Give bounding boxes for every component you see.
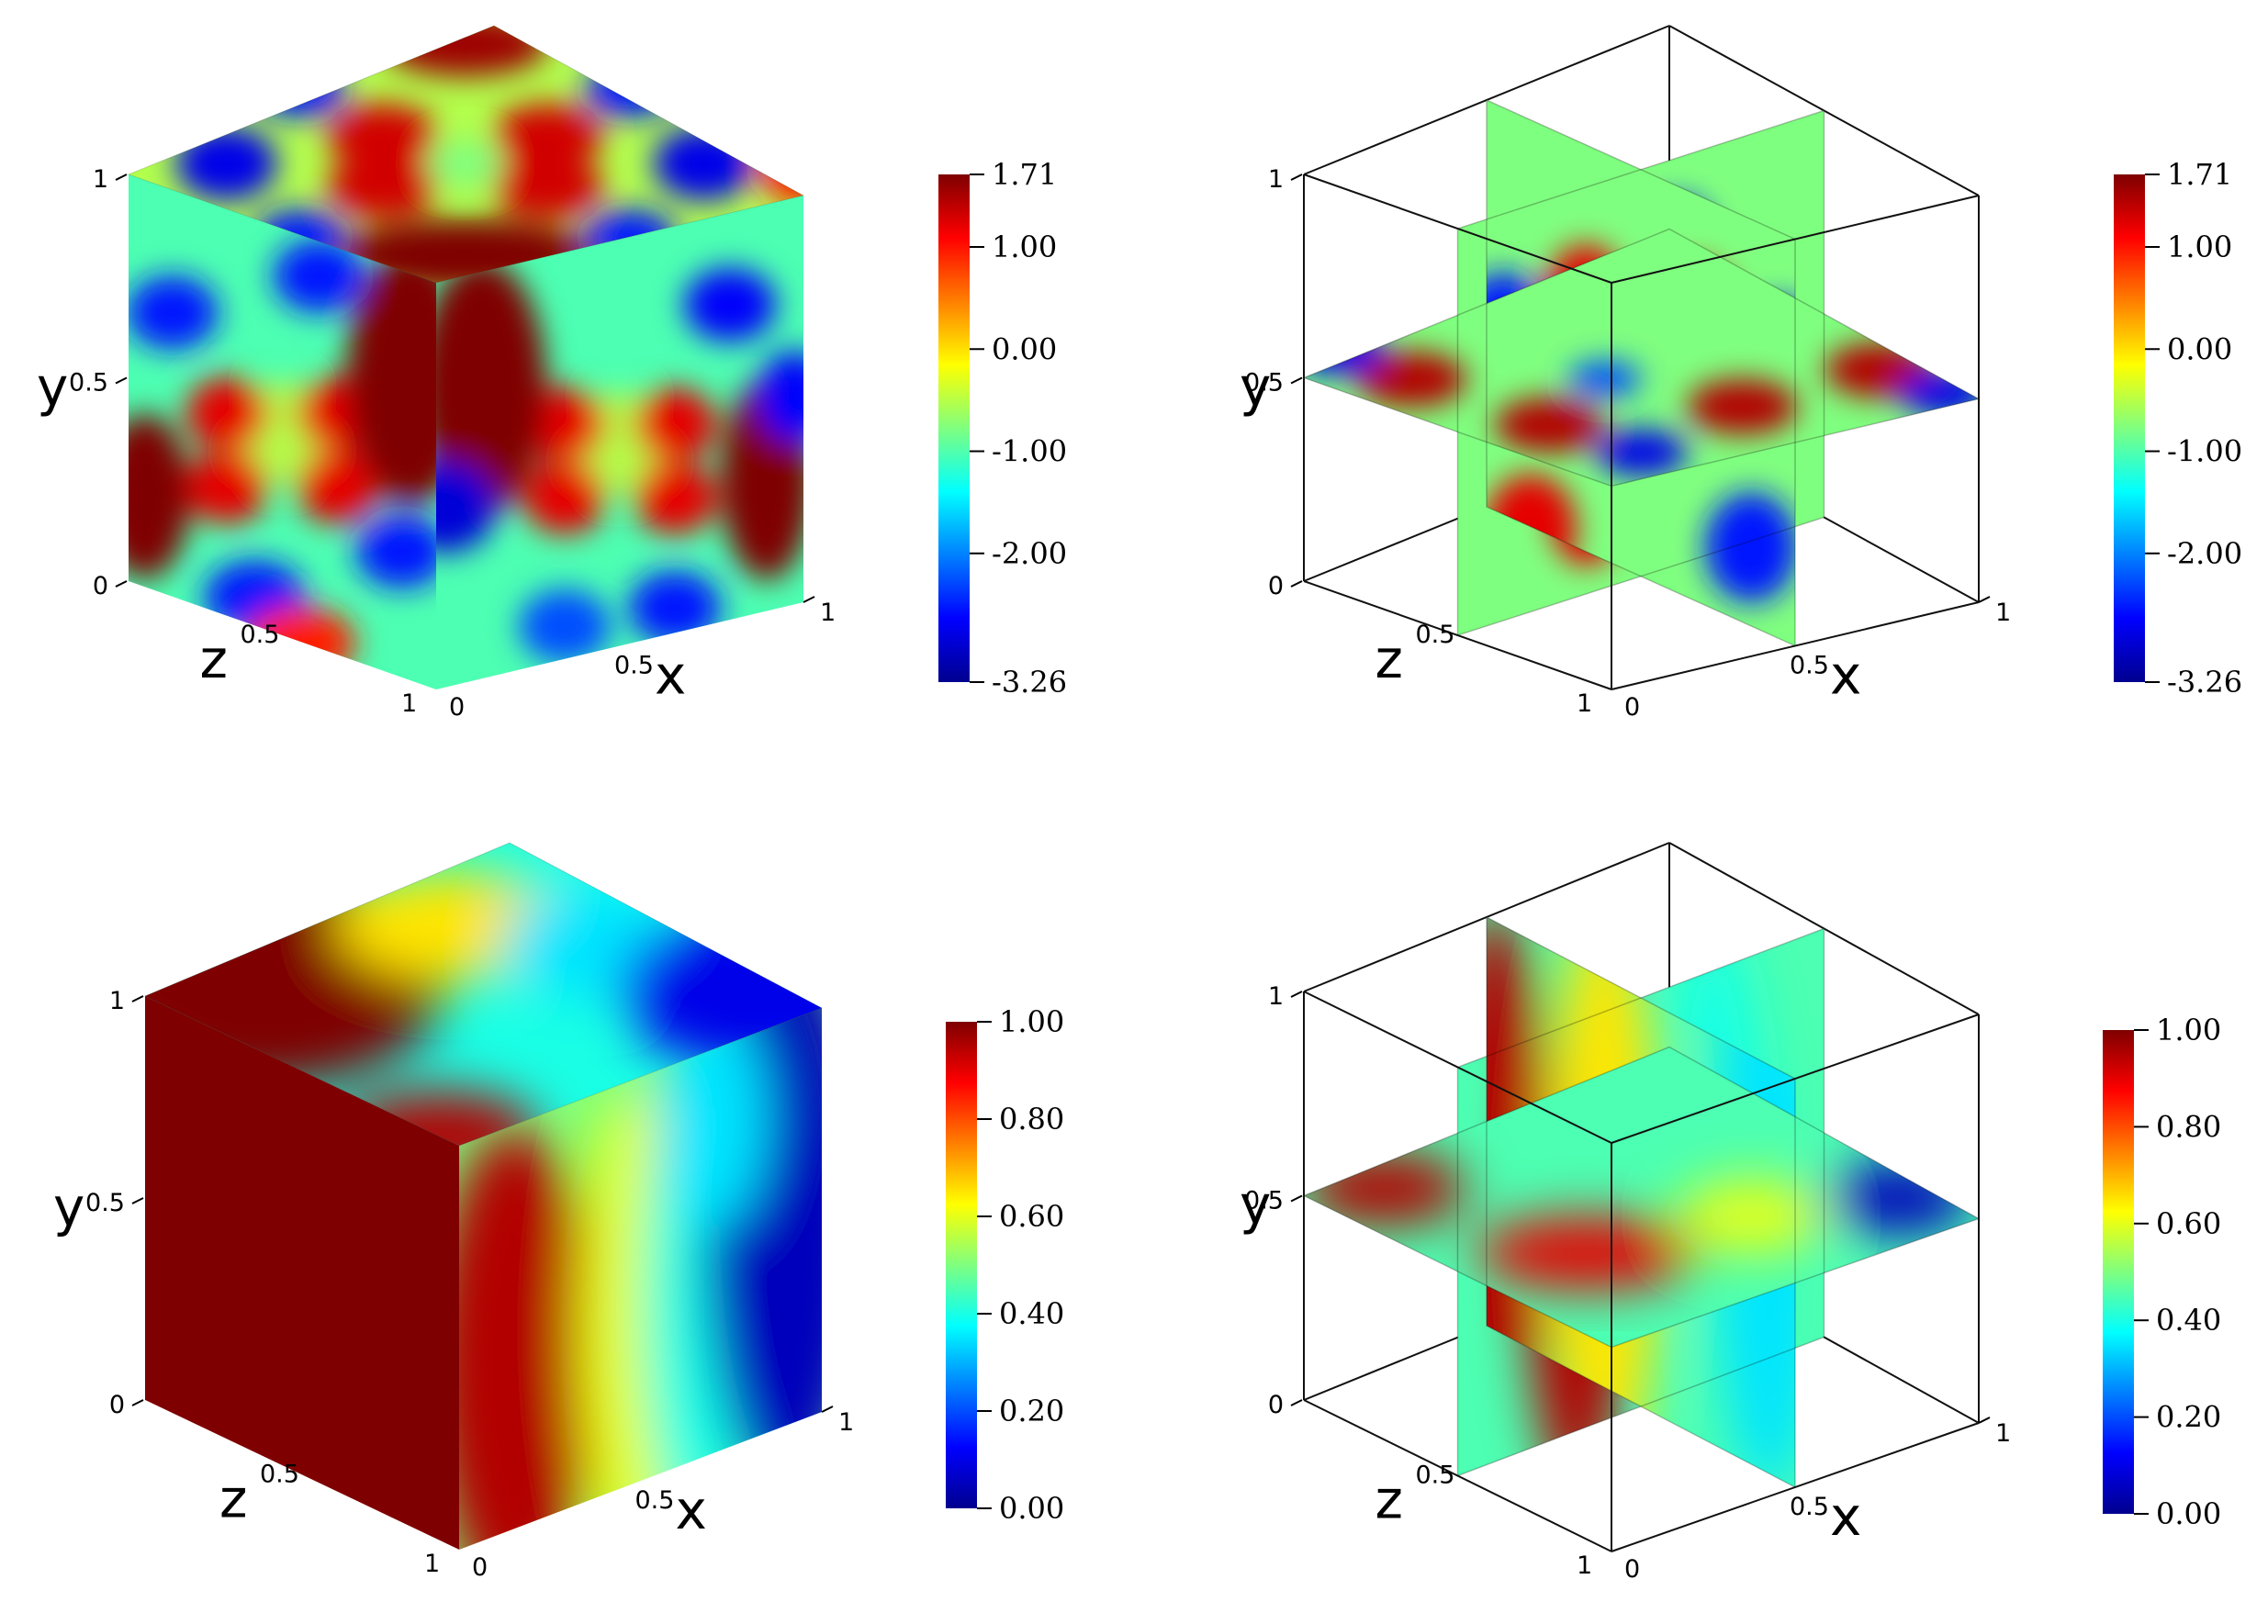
- colorbar-tick-label: -2.00: [2167, 536, 2242, 571]
- colorbar-tick-label: 1.00: [2167, 230, 2232, 264]
- z-tick-label: 1: [424, 1550, 440, 1578]
- bounding-box-edge: [1611, 195, 1980, 284]
- x-axis-label: x: [676, 1479, 707, 1541]
- z-tick-label: 0.5: [1416, 1462, 1455, 1490]
- y-tick-label: 1: [1268, 982, 1284, 1011]
- colorbar-tick-label: -3.26: [2167, 665, 2242, 700]
- colorbar-tick-label: 0.00: [999, 1491, 1064, 1526]
- z-tick-label: 1: [1577, 1551, 1592, 1580]
- colorbar-tick-label: 0.40: [999, 1296, 1064, 1331]
- colorbar-tick-label: 0.00: [992, 331, 1057, 366]
- x-axis-label: x: [1830, 644, 1861, 707]
- y-axis-label: y: [1240, 1174, 1271, 1237]
- x-axis-label: x: [655, 644, 686, 707]
- x-tick-label: 0.5: [1790, 652, 1829, 680]
- colorbar-tick-label: 0.80: [2156, 1109, 2221, 1144]
- y-tick-label: 0.5: [85, 1189, 125, 1217]
- y-tick-label: 1: [1268, 165, 1284, 194]
- colorbar-tick-label: 1.71: [992, 157, 1057, 192]
- colorbar-tick-label: -2.00: [992, 536, 1067, 571]
- z-tick-label: 0.5: [260, 1461, 299, 1489]
- bounding-box-edge: [1611, 601, 1980, 690]
- z-axis-label: z: [219, 1468, 247, 1530]
- colorbar: [2103, 1030, 2134, 1514]
- colorbar: [938, 174, 970, 682]
- x-tick-label: 1: [1995, 1419, 2011, 1448]
- bounding-box-edge: [1611, 1422, 1980, 1552]
- colorbar: [946, 1022, 977, 1508]
- z-axis-label: z: [1375, 628, 1403, 690]
- colorbar-tick-label: 1.00: [2156, 1013, 2221, 1047]
- z-axis-label: z: [1375, 1469, 1403, 1531]
- colorbar-tick-label: 1.71: [2167, 157, 2232, 192]
- y-axis-label: y: [53, 1176, 84, 1238]
- x-tick-label: 0.5: [1790, 1493, 1829, 1521]
- colorbar-tick-label: 0.40: [2156, 1303, 2221, 1338]
- z-tick-label: 1: [1577, 689, 1592, 718]
- bounding-box-edge: [1303, 174, 1612, 284]
- colorbar: [2114, 174, 2145, 682]
- bounding-box-edge: [1611, 1014, 1980, 1144]
- z-tick-label: 1: [401, 689, 417, 718]
- bounding-box-edge: [1303, 991, 1612, 1144]
- z-axis-label: z: [200, 628, 228, 690]
- colorbar-tick-label: 1.00: [999, 1004, 1064, 1039]
- y-axis-label: y: [37, 356, 68, 419]
- z-tick-label: 0.5: [241, 621, 280, 649]
- x-tick-label: 0: [1624, 1555, 1640, 1584]
- colorbar-tick-label: 0.00: [2167, 331, 2232, 366]
- bounding-box-edge: [1303, 580, 1612, 690]
- colorbar-tick-label: 0.20: [999, 1394, 1064, 1428]
- y-tick-label: 0.5: [1244, 369, 1284, 398]
- colorbar-tick-label: 1.00: [992, 230, 1057, 264]
- y-tick-label: 1: [109, 987, 125, 1015]
- colorbar-tick-label: 0.60: [999, 1199, 1064, 1234]
- x-tick-label: 0: [1624, 693, 1640, 722]
- z-tick-label: 0.5: [1416, 621, 1455, 649]
- x-tick-label: 0.5: [635, 1486, 675, 1515]
- x-tick-label: 0: [449, 693, 465, 722]
- colorbar-tick-label: -1.00: [992, 434, 1067, 469]
- colorbar-tick-label: -3.26: [992, 665, 1067, 700]
- x-tick-label: 1: [1995, 599, 2011, 627]
- x-tick-label: 1: [838, 1408, 854, 1437]
- y-tick-label: 0.5: [69, 369, 108, 398]
- bounding-box-edge: [1303, 1399, 1612, 1552]
- colorbar-tick-label: 0.80: [999, 1102, 1064, 1137]
- x-axis-label: x: [1830, 1485, 1861, 1548]
- y-axis-label: y: [1240, 356, 1271, 419]
- x-tick-label: 0.5: [614, 652, 654, 680]
- y-tick-label: 0: [93, 572, 108, 600]
- colorbar-tick-label: -1.00: [2167, 434, 2242, 469]
- x-tick-label: 1: [820, 599, 836, 627]
- y-tick-label: 0: [1268, 1391, 1284, 1419]
- colorbar-tick-label: 0.20: [2156, 1400, 2221, 1435]
- y-tick-label: 0.5: [1244, 1187, 1284, 1215]
- y-tick-label: 1: [93, 165, 108, 194]
- colorbar-tick-label: 0.00: [2156, 1496, 2221, 1531]
- x-tick-label: 0: [472, 1553, 488, 1582]
- y-tick-label: 0: [1268, 572, 1284, 600]
- y-tick-label: 0: [109, 1391, 125, 1419]
- colorbar-tick-label: 0.60: [2156, 1206, 2221, 1241]
